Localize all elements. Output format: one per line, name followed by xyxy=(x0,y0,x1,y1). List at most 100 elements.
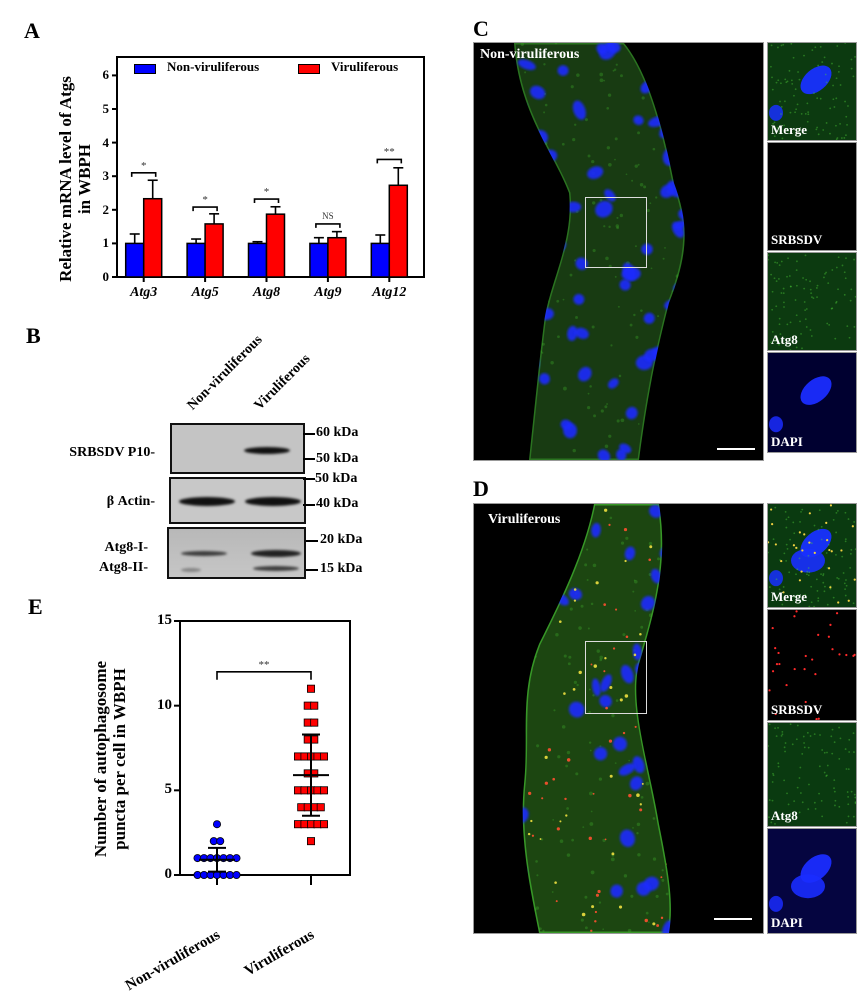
panel-b-letter: B xyxy=(26,323,41,348)
panel-a-bar-chart xyxy=(112,56,425,282)
inset-label: Atg8 xyxy=(771,332,798,347)
y-tick-label: 2 xyxy=(102,201,110,217)
marker-line-15 xyxy=(306,569,318,571)
inset-merge: Merge xyxy=(767,503,857,608)
inset-atg8: Atg8 xyxy=(767,722,857,827)
y-tick-label: 0 xyxy=(102,269,110,284)
data-point xyxy=(212,820,221,829)
y-tick-label: 0 xyxy=(164,866,173,882)
band-atg8-ii-non-viruliferous xyxy=(181,568,201,572)
marker-20-kda: 20 kDa xyxy=(320,532,363,547)
region-of-interest-box xyxy=(585,641,647,714)
y-tick-label: 5 xyxy=(164,781,173,798)
bar xyxy=(388,184,409,278)
inset-label: Merge xyxy=(771,122,808,137)
band-atg8-i-viruliferous xyxy=(251,550,301,557)
marker-line-50a xyxy=(303,458,315,460)
bar xyxy=(186,242,206,278)
marker-line-20 xyxy=(306,540,318,542)
micrograph-non-viruliferous-main: Non-viruliferous xyxy=(473,42,764,461)
inset-image xyxy=(768,723,856,825)
inset-image xyxy=(768,254,856,350)
band-actin-non-viruliferous xyxy=(179,497,235,506)
inset-image xyxy=(769,43,856,140)
band-actin-viruliferous xyxy=(245,497,301,506)
scale-bar xyxy=(717,448,755,450)
blot-atg8 xyxy=(167,527,306,579)
y-tick-label: 4 xyxy=(102,134,110,150)
bar xyxy=(327,236,347,278)
x-category-label: Atg3 xyxy=(130,285,158,300)
bar xyxy=(309,242,329,278)
panel-d-letter: D xyxy=(473,476,489,501)
data-point xyxy=(310,701,319,710)
significance-marker: * xyxy=(140,159,147,172)
legend-label-viruliferous: Viruliferous xyxy=(331,59,399,74)
data-point xyxy=(310,718,319,727)
y-tick-label: 10 xyxy=(157,696,172,713)
x-category-label: Atg8 xyxy=(252,285,281,300)
blot-label-atg8-i: Atg8-I- xyxy=(104,540,148,555)
y-tick-label: 6 xyxy=(102,67,110,83)
data-point xyxy=(216,837,225,846)
data-point xyxy=(319,786,328,795)
blot-label-srbsdv-p10: SRBSDV P10- xyxy=(69,445,155,460)
inset-label: SRBSDV xyxy=(771,232,823,247)
marker-50-kda-b: 50 kDa xyxy=(315,471,358,486)
data-point xyxy=(316,803,325,812)
panel-a-letter: A xyxy=(24,18,40,43)
band-p10-viruliferous xyxy=(244,447,290,454)
blot-label-atg8-ii: Atg8-II- xyxy=(99,560,148,575)
bar xyxy=(142,197,163,278)
marker-40-kda: 40 kDa xyxy=(316,496,359,511)
data-point xyxy=(306,837,315,846)
bar xyxy=(247,242,268,278)
data-point xyxy=(319,752,328,761)
lane-label-viruliferous: Viruliferous xyxy=(251,351,314,414)
inset-image xyxy=(768,504,856,607)
inset-label: DAPI xyxy=(771,915,803,930)
significance-marker: NS xyxy=(322,210,334,221)
inset-label: DAPI xyxy=(771,434,803,449)
x-category-label: Atg5 xyxy=(191,285,219,300)
marker-line-40 xyxy=(303,504,315,506)
scale-bar xyxy=(714,918,752,920)
y-tick-label: 1 xyxy=(102,235,110,251)
marker-line-60 xyxy=(303,433,315,435)
blot-label-beta-actin: β Actin- xyxy=(106,494,155,509)
inset-dapi: DAPI xyxy=(767,352,857,453)
blot-srbsdv-p10 xyxy=(170,423,305,474)
bar xyxy=(370,242,391,278)
bar xyxy=(124,242,145,278)
y-tick-label: 15 xyxy=(157,612,172,628)
marker-50-kda-a: 50 kDa xyxy=(316,451,359,466)
legend-swatch-viruliferous xyxy=(298,64,320,74)
inset-image xyxy=(768,610,856,720)
inset-merge: Merge xyxy=(767,42,857,141)
region-of-interest-box xyxy=(585,197,647,268)
band-atg8-i-non-viruliferous xyxy=(181,551,227,556)
panel-e-scatter-chart xyxy=(174,620,351,885)
inset-image xyxy=(769,376,832,433)
inset-label: Merge xyxy=(771,589,808,604)
bar xyxy=(204,223,224,278)
significance-marker: ** xyxy=(383,146,395,159)
inset-srbsdv: SRBSDV xyxy=(767,142,857,251)
plot-frame xyxy=(179,620,351,876)
marker-60-kda: 60 kDa xyxy=(316,425,359,440)
blot-beta-actin xyxy=(169,477,306,524)
significance-marker: * xyxy=(202,194,208,207)
inset-dapi: DAPI xyxy=(767,828,857,934)
inset-label: Atg8 xyxy=(771,808,798,823)
inset-label: SRBSDV xyxy=(771,702,823,717)
y-tick-label: 5 xyxy=(102,101,110,116)
legend-label-non-viruliferous: Non-viruliferous xyxy=(167,59,260,74)
inset-atg8: Atg8 xyxy=(767,252,857,351)
x-category-label: Atg9 xyxy=(314,285,342,300)
data-point xyxy=(306,684,315,693)
tissue-image xyxy=(474,43,763,460)
tissue-image xyxy=(474,504,763,933)
legend-swatch-non-viruliferous xyxy=(134,64,156,74)
data-point xyxy=(232,870,241,879)
y-tick-label: 3 xyxy=(102,168,110,184)
